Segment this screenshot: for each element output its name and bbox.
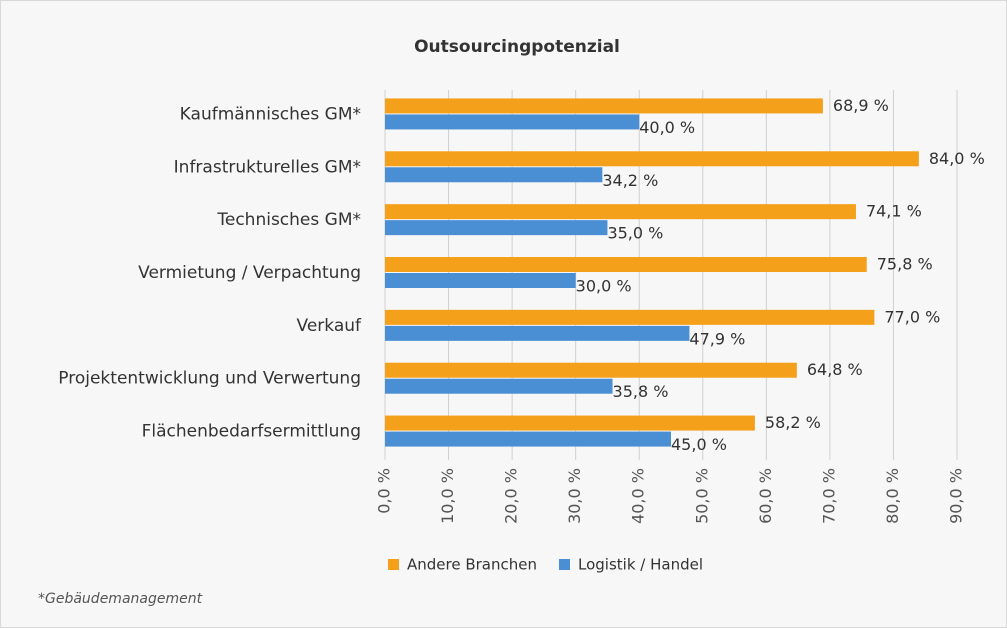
y-tick-label: Projektentwicklung und Verwertung bbox=[58, 369, 361, 389]
value-label: 35,8 % bbox=[613, 382, 669, 401]
bar bbox=[385, 167, 603, 183]
value-label: 35,0 % bbox=[607, 224, 663, 243]
bar bbox=[385, 151, 919, 167]
bar bbox=[385, 325, 690, 341]
bar bbox=[385, 362, 797, 378]
x-tick-label: 30,0 % bbox=[565, 468, 584, 524]
value-label: 40,0 % bbox=[639, 118, 695, 137]
value-label: 74,1 % bbox=[866, 202, 922, 221]
value-label: 45,0 % bbox=[671, 435, 727, 454]
x-tick-label: 50,0 % bbox=[692, 468, 711, 524]
y-tick-label: Flächenbedarfsermittlung bbox=[142, 422, 361, 442]
value-label: 58,2 % bbox=[765, 413, 821, 432]
chart-title: Outsourcingpotenzial bbox=[414, 37, 620, 57]
x-tick-label: 90,0 % bbox=[947, 468, 966, 524]
bar bbox=[385, 431, 671, 447]
y-tick-label: Kaufmännisches GM* bbox=[180, 104, 361, 124]
bar bbox=[385, 98, 823, 114]
value-label: 30,0 % bbox=[576, 277, 632, 296]
value-label: 77,0 % bbox=[884, 307, 940, 326]
legend-label: Logistik / Handel bbox=[578, 556, 703, 574]
x-tick-label: 40,0 % bbox=[629, 468, 648, 524]
value-label: 68,9 % bbox=[833, 96, 889, 115]
bar bbox=[385, 220, 608, 236]
value-label: 75,8 % bbox=[877, 255, 933, 274]
y-tick-label: Technisches GM* bbox=[216, 210, 361, 230]
value-label: 34,2 % bbox=[602, 171, 658, 190]
legend-swatch bbox=[388, 559, 399, 570]
x-tick-label: 60,0 % bbox=[756, 468, 775, 524]
y-tick-label: Verkauf bbox=[297, 316, 362, 336]
bar bbox=[385, 114, 640, 130]
x-tick-label: 10,0 % bbox=[438, 468, 457, 524]
value-label: 84,0 % bbox=[929, 149, 985, 168]
y-tick-label: Infrastrukturelles GM* bbox=[174, 157, 361, 177]
value-label: 64,8 % bbox=[807, 360, 863, 379]
y-tick-label: Vermietung / Verpachtung bbox=[138, 263, 361, 283]
value-label: 47,9 % bbox=[689, 329, 745, 348]
bar bbox=[385, 378, 613, 394]
bar bbox=[385, 309, 875, 325]
bar bbox=[385, 415, 755, 431]
x-tick-label: 0,0 % bbox=[375, 468, 394, 514]
legend-label: Andere Branchen bbox=[407, 556, 537, 574]
x-tick-label: 70,0 % bbox=[819, 468, 838, 524]
x-tick-label: 80,0 % bbox=[883, 468, 902, 524]
bar bbox=[385, 257, 867, 272]
x-tick-label: 20,0 % bbox=[502, 468, 521, 524]
footnote: *Gebäudemanagement bbox=[38, 591, 203, 607]
legend-swatch bbox=[559, 559, 570, 570]
bar bbox=[385, 273, 576, 288]
bar bbox=[385, 204, 856, 220]
